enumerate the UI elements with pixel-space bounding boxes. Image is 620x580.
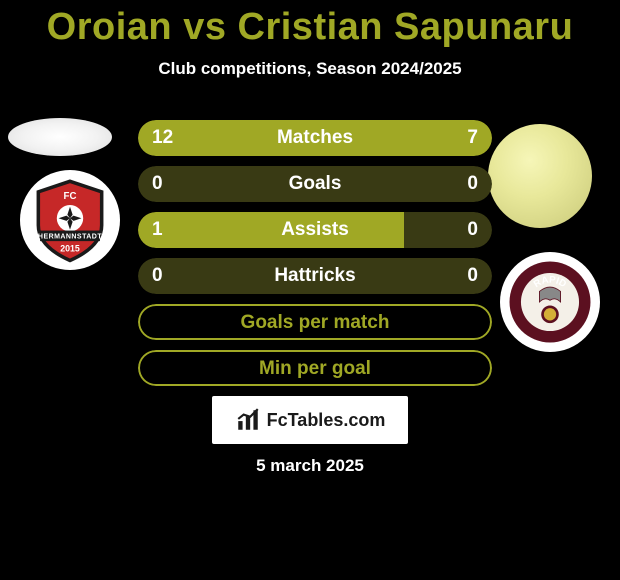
stats-chart: 127Matches 00Goals 10Assists 00Hattricks Goa… — [138, 120, 492, 396]
page-title: Oroian vs Cristian Sapunaru — [0, 0, 620, 49]
stat-outline: Goals per match — [138, 304, 492, 340]
stat-row: 00Goals — [138, 166, 492, 202]
stat-outline: Min per goal — [138, 350, 492, 386]
stat-row: 10Assists — [138, 212, 492, 248]
club-right-badge: RAPID — [500, 252, 600, 352]
stat-row: 127Matches — [138, 120, 492, 156]
svg-text:HERMANNSTADT: HERMANNSTADT — [38, 233, 102, 240]
brand-text: FcTables.com — [267, 410, 386, 431]
hermannstadt-shield-icon: FC HERMANNSTADT 2015 — [26, 176, 114, 264]
player-right-photo — [488, 124, 592, 228]
player-left-photo — [8, 118, 112, 156]
svg-text:FC: FC — [64, 191, 77, 202]
stat-label: Matches — [138, 120, 492, 156]
rapid-badge-icon: RAPID — [506, 258, 594, 346]
bar-chart-icon — [235, 407, 261, 433]
stat-row: Goals per match — [138, 304, 492, 340]
stat-row: Min per goal — [138, 350, 492, 386]
club-left-badge: FC HERMANNSTADT 2015 — [20, 170, 120, 270]
stat-label: Assists — [138, 212, 492, 248]
svg-text:2015: 2015 — [60, 244, 80, 254]
brand-box[interactable]: FcTables.com — [212, 396, 408, 444]
stat-label: Goals — [138, 166, 492, 202]
stat-label: Goals per match — [140, 306, 490, 340]
date-label: 5 march 2025 — [0, 456, 620, 476]
stat-label: Min per goal — [140, 352, 490, 386]
stat-row: 00Hattricks — [138, 258, 492, 294]
stat-label: Hattricks — [138, 258, 492, 294]
page-subtitle: Club competitions, Season 2024/2025 — [0, 59, 620, 79]
